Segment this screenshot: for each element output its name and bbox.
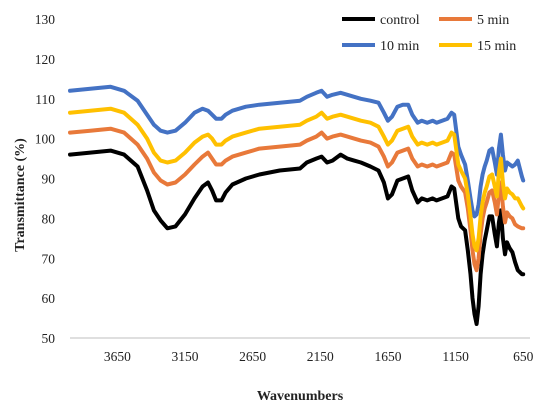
x-tick-label: 1650	[374, 349, 401, 364]
legend-label: 15 min	[477, 39, 516, 54]
y-tick-label: 110	[35, 92, 55, 107]
legend-label: 5 min	[477, 13, 509, 28]
y-tick-label: 80	[42, 211, 56, 226]
y-tick-labels: 50 60 70 80 90 100 110 120 130	[35, 12, 56, 346]
x-tick-label: 3650	[104, 349, 131, 364]
x-tick-label: 1150	[442, 349, 469, 364]
y-tick-label: 90	[42, 172, 56, 187]
legend-label: control	[380, 13, 420, 28]
legend: control 5 min 10 min 15 min	[342, 13, 516, 54]
legend-label: 10 min	[380, 39, 419, 54]
y-tick-label: 60	[42, 291, 56, 306]
series-line-control	[68, 148, 526, 326]
x-tick-label: 2150	[307, 349, 334, 364]
series-line-5-min	[68, 126, 526, 273]
x-tick-labels: 3650 3150 2650 2150 1650 1150 650	[104, 349, 534, 364]
y-tick-label: 70	[42, 251, 56, 266]
series-line-10-min	[68, 84, 526, 219]
y-tick-label: 120	[35, 52, 56, 67]
y-axis-title: Transmittance (%)	[13, 138, 28, 252]
x-axis-title: Wavenumbers	[257, 389, 344, 404]
y-tick-label: 130	[35, 12, 56, 27]
y-tick-label: 50	[42, 331, 56, 346]
x-tick-label: 3150	[172, 349, 199, 364]
series-lines	[68, 84, 526, 326]
y-tick-label: 100	[35, 132, 56, 147]
x-tick-label: 2650	[239, 349, 266, 364]
series-line-15-min	[68, 106, 526, 253]
x-tick-label: 650	[513, 349, 534, 364]
